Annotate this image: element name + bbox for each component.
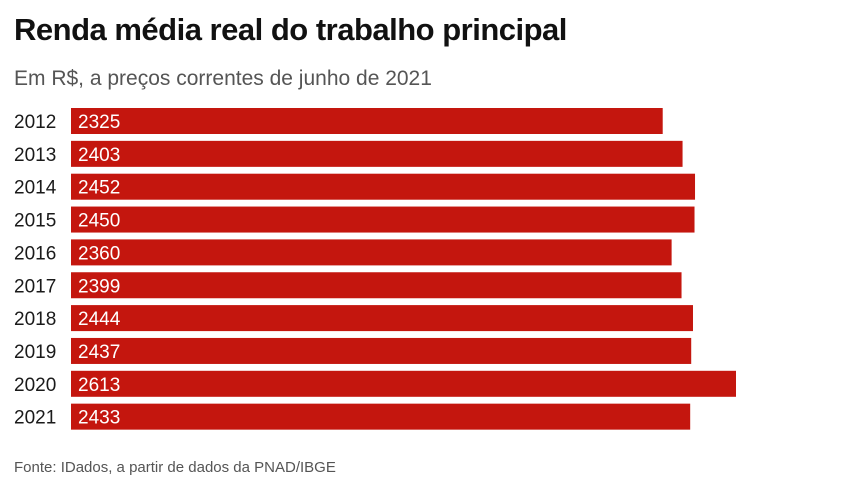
data-label-2013: 2403 — [78, 145, 120, 166]
data-label-2012: 2325 — [78, 112, 120, 133]
source-note: Fonte: IDados, a partir de dados da PNAD… — [14, 459, 336, 476]
data-label-2019: 2437 — [78, 342, 120, 363]
category-label-2021: 2021 — [14, 408, 56, 429]
category-label-2017: 2017 — [14, 276, 56, 297]
bar-2020 — [71, 370, 736, 397]
bar-2015 — [71, 206, 695, 233]
category-label-2016: 2016 — [14, 243, 56, 264]
category-label-2020: 2020 — [14, 375, 56, 396]
bar-2013 — [71, 140, 683, 167]
category-label-2013: 2013 — [14, 145, 56, 166]
bar-2017 — [71, 272, 682, 299]
bar-2018 — [71, 305, 693, 332]
chart-subtitle: Em R$, a preços correntes de junho de 20… — [14, 67, 432, 90]
data-label-2020: 2613 — [78, 375, 120, 396]
bar-2019 — [71, 337, 692, 364]
category-label-2018: 2018 — [14, 309, 56, 330]
bar-2012 — [71, 108, 663, 134]
data-label-2014: 2452 — [78, 178, 120, 199]
bar-2021 — [71, 403, 691, 430]
data-label-2015: 2450 — [78, 211, 120, 232]
chart-title: Renda média real do trabalho principal — [14, 12, 567, 47]
data-label-2018: 2444 — [78, 309, 121, 330]
category-label-2015: 2015 — [14, 211, 56, 232]
category-label-2019: 2019 — [14, 342, 56, 363]
category-label-2014: 2014 — [14, 178, 57, 199]
bar-2016 — [71, 239, 672, 266]
data-label-2021: 2433 — [78, 408, 120, 429]
data-label-2017: 2399 — [78, 276, 120, 297]
bar-2014 — [71, 173, 696, 200]
category-label-2012: 2012 — [14, 112, 56, 133]
data-label-2016: 2360 — [78, 243, 120, 264]
